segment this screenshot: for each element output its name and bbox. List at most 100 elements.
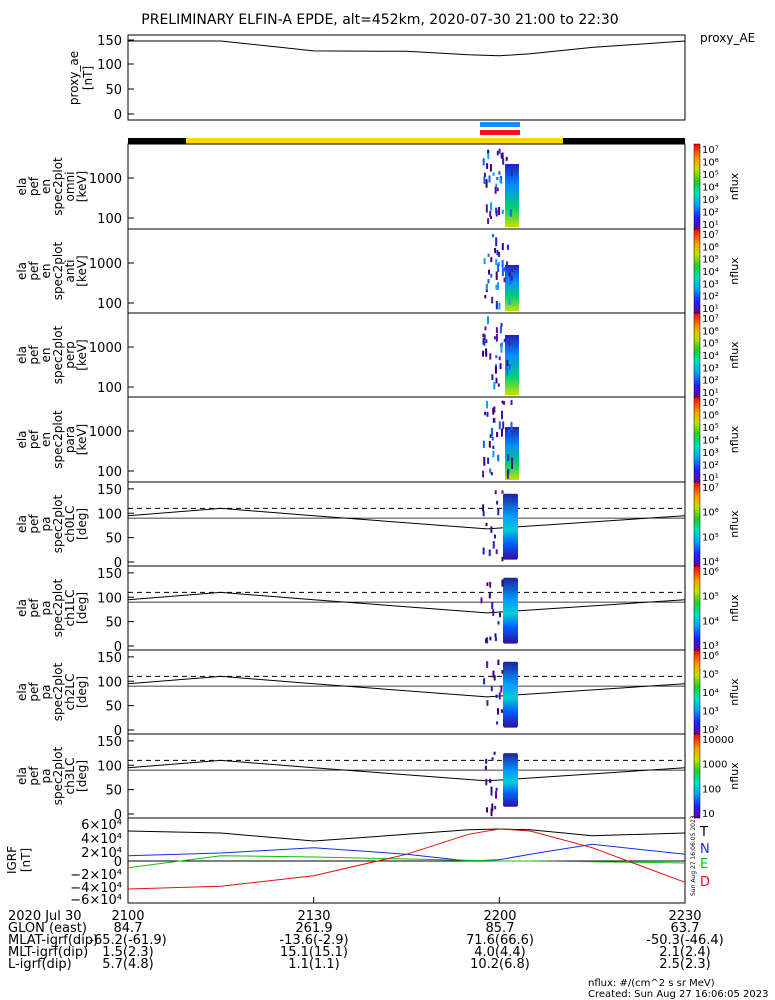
flux-speckle [497, 659, 500, 666]
flux-speckle [499, 363, 502, 370]
flux-speckle [497, 263, 500, 272]
ephem-value: 71.6(66.6) [466, 933, 534, 948]
colorbar [693, 565, 701, 651]
flux-speckle [501, 209, 504, 215]
flux-speckle [491, 234, 494, 238]
panel-ytick: 50 [105, 700, 122, 715]
flux-speckle [498, 421, 501, 430]
ephem-value: 2230 [668, 909, 701, 924]
proxy-ae-ytick: 0 [114, 108, 122, 123]
flux-speckle [493, 381, 496, 390]
colorbar [693, 143, 701, 230]
flux-speckle [501, 410, 503, 420]
flux-speckle [497, 621, 500, 625]
ephem-value: 4.0(4.4) [474, 945, 526, 960]
colorbar-tick-label: 10⁵ [702, 170, 719, 181]
flux-speckle [494, 805, 497, 810]
flux-speckle [504, 267, 506, 272]
colorbar-tick-label: 10⁶ [702, 411, 719, 422]
flux-speckle [500, 153, 503, 159]
igrf-series-n [127, 843, 686, 862]
flux-speckle [495, 301, 498, 310]
flux-speckle [510, 268, 513, 272]
panel-ytick: 100 [97, 591, 122, 606]
ephem-label: L-igrf(dip) [8, 957, 72, 972]
flux-speckle [494, 534, 496, 539]
flux-speckle [485, 779, 488, 786]
igrf-legend-e: E [700, 857, 708, 872]
flux-speckle [497, 509, 500, 516]
flux-speckle [508, 272, 511, 277]
panel-ylabel: para [63, 426, 77, 453]
flux-speckle [506, 244, 509, 250]
panel-ylabel: pa [39, 685, 53, 700]
flux-speckle [489, 353, 492, 360]
flux-speckle [500, 685, 503, 693]
colorbar-tick-label: 10³ [702, 363, 719, 374]
flux-speckle [483, 172, 486, 178]
colorbar-tick-label: 10⁴ [702, 557, 719, 568]
flux-speckle [498, 692, 501, 700]
colorbar-label: nflux [728, 762, 741, 790]
flux-speckle [491, 757, 494, 761]
flux-speckle [496, 431, 499, 438]
panel-ylabel: ch3LC [63, 758, 77, 795]
panel-ytick: 1000 [89, 172, 122, 187]
loss-cone-line [127, 675, 686, 698]
colorbar-tick-label: 10⁵ [702, 255, 719, 266]
flux-speckle [501, 556, 504, 562]
flux-speckle [487, 218, 490, 224]
panel-ytick: 100 [97, 675, 122, 690]
flux-burst [505, 335, 519, 395]
igrf-timestamp-stamp: Sun Aug 27 16:06:05 2023 [690, 815, 697, 896]
flux-speckle [498, 356, 501, 361]
flux-speckle [482, 504, 485, 512]
colorbar-tick-label: 10³ [702, 448, 719, 459]
igrf-ytick: 4×10⁴ [81, 832, 122, 847]
proxy-ae-line [128, 40, 686, 57]
loss-cone-line [127, 591, 686, 614]
flux-speckle [485, 179, 488, 188]
flux-speckle [507, 468, 510, 475]
colorbar-tick-label: 10⁴ [702, 616, 719, 627]
panel-ytick: 150 [97, 735, 122, 750]
igrf-ylabel-2: [nT] [19, 848, 33, 872]
igrf-panel: IGRF [nT] 6×10⁴ 4×10⁴ 2×10⁴ 0 −2×10⁴ −4×… [5, 815, 710, 908]
panel-ylabel: [keV] [75, 255, 89, 286]
panel-ytick: 0 [114, 724, 122, 739]
panel-ylabel: [deg] [75, 508, 89, 540]
panel-ylabel: spec2plot [51, 746, 65, 805]
flux-speckle [482, 350, 484, 357]
flux-speckle [492, 609, 495, 616]
colorbar-tick-label: 10⁴ [702, 436, 719, 447]
flux-speckle [491, 602, 494, 610]
proxy-ae-legend: proxy_AE [700, 31, 755, 45]
flux-speckle [494, 637, 497, 642]
flux-speckle [499, 178, 502, 183]
flux-speckle [491, 803, 494, 812]
flux-speckle [486, 163, 489, 169]
flux-speckle [508, 340, 511, 346]
igrf-legend-n: N [700, 842, 710, 857]
panel-ylabel: pef [27, 176, 41, 196]
created-stamp: Created: Sun Aug 27 16:06:05 2023 [588, 989, 768, 1000]
flux-speckle [498, 170, 501, 175]
flux-speckle [488, 549, 491, 557]
ephem-value: 261.9 [295, 921, 332, 936]
colorbar-tick-label: 10⁵ [702, 592, 719, 603]
colorbar-tick-label: 10³ [702, 641, 719, 652]
flux-speckle [482, 158, 485, 166]
flux-speckle [501, 579, 504, 587]
flux-speckle [494, 186, 497, 194]
flux-speckle [492, 445, 495, 450]
flux-speckle [487, 149, 490, 154]
colorbar [693, 228, 701, 314]
panel-ylabel: ela [15, 767, 29, 785]
ephem-value: 5.7(4.8) [102, 957, 154, 972]
colorbar-tick-label: 10 [702, 809, 715, 820]
flux-speckle [495, 791, 497, 799]
panel-ylabel: pef [27, 598, 41, 618]
flux-speckle [485, 758, 488, 764]
